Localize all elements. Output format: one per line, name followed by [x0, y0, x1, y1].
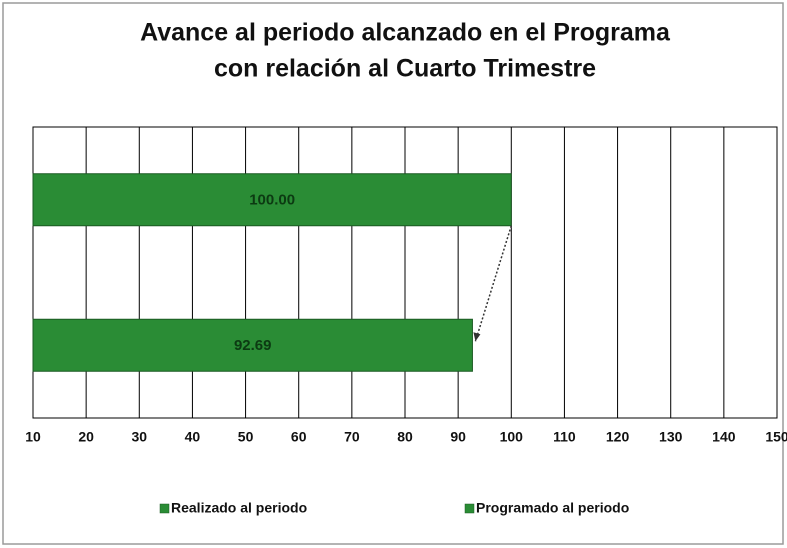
x-tick-label: 80 [397, 429, 413, 445]
bar [32, 318, 473, 372]
x-tick-label: 30 [131, 429, 147, 445]
x-tick-label: 20 [78, 429, 94, 445]
value-label: 100.00 [249, 192, 295, 209]
connector-arrow [474, 225, 513, 342]
x-tick-label: 70 [344, 429, 360, 445]
legend-swatch [464, 503, 475, 514]
legend-swatch [159, 503, 170, 514]
x-tick-label: 10 [25, 429, 41, 445]
x-tick-label: 130 [659, 429, 683, 445]
x-tick-label: 50 [238, 429, 254, 445]
legend-label: Realizado al periodo [171, 500, 307, 516]
value-label: 92.69 [234, 337, 272, 354]
x-tick-label: 100 [500, 429, 524, 445]
x-tick-label: 150 [765, 429, 787, 445]
x-tick-label: 140 [712, 429, 736, 445]
x-tick-label: 110 [553, 429, 576, 445]
bar [32, 173, 512, 227]
arrow-head [473, 332, 481, 342]
x-tick-label: 90 [450, 429, 466, 445]
chart-title: Avance al periodo alcanzado en el Progra… [140, 19, 671, 47]
x-tick-label: 40 [185, 429, 201, 445]
chart-title: con relación al Cuarto Trimestre [214, 55, 596, 83]
legend-label: Programado al periodo [476, 500, 629, 516]
x-tick-label: 120 [606, 429, 630, 445]
x-tick-label: 60 [291, 429, 307, 445]
